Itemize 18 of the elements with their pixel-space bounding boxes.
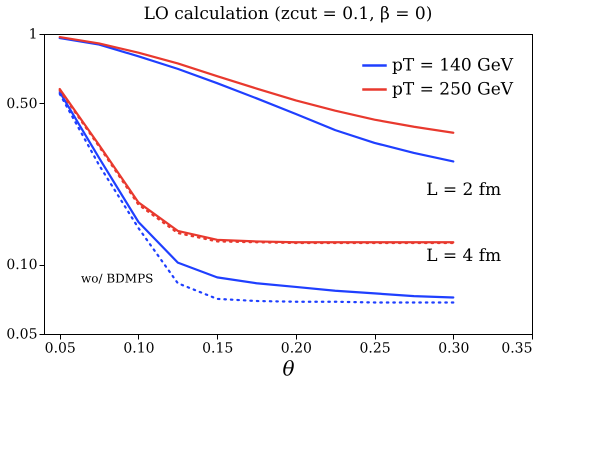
legend-label: pT = 250 GeV (392, 80, 514, 100)
x-tick-label: 0.15 (202, 340, 234, 356)
y-tick-label: 0.50 (6, 96, 38, 112)
x-tick-label: 0.05 (44, 340, 76, 356)
x-axis-title: θ (282, 356, 295, 380)
annotation: L = 4 fm (426, 246, 502, 266)
x-tick-label: 0.30 (438, 340, 470, 356)
x-tick-label: 0.20 (280, 340, 312, 356)
x-tick-label: 0.35 (501, 340, 532, 356)
y-tick-label: 0.05 (6, 326, 38, 342)
y-tick-label: 1 (28, 26, 38, 42)
chart-title: LO calculation (zcut = 0.1, β = 0) (144, 4, 432, 24)
x-tick-label: 0.25 (359, 340, 391, 356)
annotation: wo/ BDMPS (81, 272, 154, 286)
annotation: L = 2 fm (426, 180, 502, 200)
y-tick-label: 0.10 (6, 257, 38, 274)
x-tick-label: 0.10 (123, 340, 155, 356)
legend-label: pT = 140 GeV (392, 56, 514, 76)
